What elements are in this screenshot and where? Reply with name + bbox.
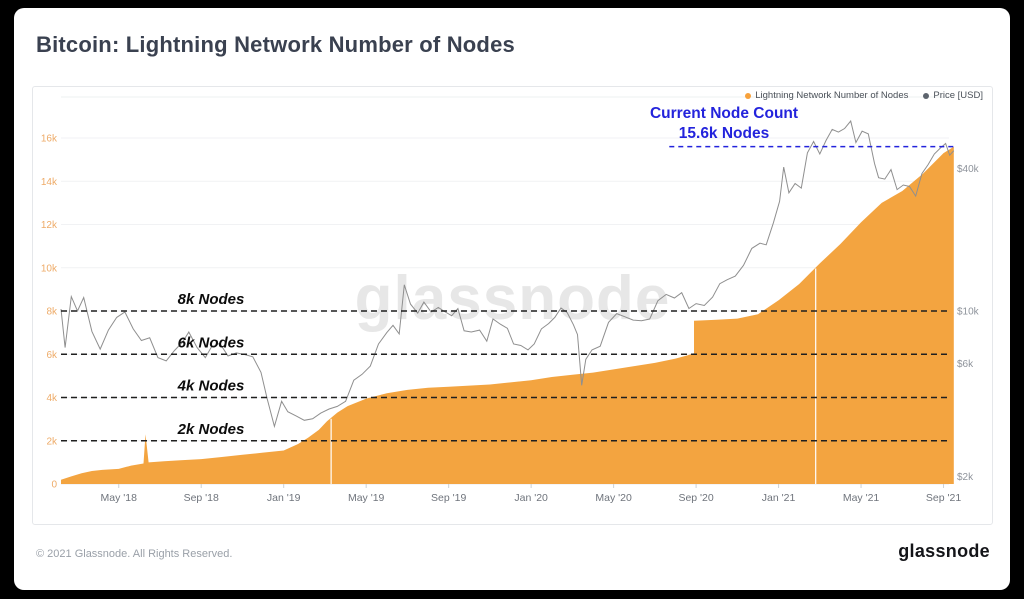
- svg-text:May '20: May '20: [595, 492, 632, 504]
- svg-text:12k: 12k: [41, 220, 58, 231]
- svg-text:2k: 2k: [46, 436, 58, 447]
- nodes-area-series: [61, 146, 954, 484]
- svg-text:Sep '19: Sep '19: [431, 492, 466, 504]
- annotation-line2: 15.6k Nodes: [678, 125, 770, 142]
- chart-card: Bitcoin: Lightning Network Number of Nod…: [14, 8, 1010, 590]
- svg-text:$6k: $6k: [957, 359, 974, 370]
- chart-panel: Lightning Network Number of Nodes Price …: [32, 86, 993, 525]
- y-axis-left: 0 2k 4k 6k 8k 10k 12k 14k 16k: [41, 134, 58, 491]
- glassnode-watermark: glassnode: [354, 264, 671, 333]
- svg-text:Sep '18: Sep '18: [184, 492, 219, 504]
- y-axis-right: $2k $6k $10k $40k: [957, 164, 980, 483]
- svg-text:May '19: May '19: [348, 492, 385, 504]
- x-axis: May '18 Sep '18 Jan '19 May '19 Sep '19 Jan '…: [101, 484, 961, 504]
- svg-text:$2k: $2k: [957, 472, 974, 483]
- svg-text:Jan '20: Jan '20: [514, 492, 548, 504]
- legend-item-nodes[interactable]: Lightning Network Number of Nodes: [745, 90, 908, 101]
- svg-text:6k: 6k: [46, 350, 58, 361]
- copyright-text: © 2021 Glassnode. All Rights Reserved.: [36, 548, 233, 560]
- svg-text:14k: 14k: [41, 177, 58, 188]
- price-line-series: [60, 119, 955, 429]
- svg-text:4k: 4k: [46, 393, 58, 404]
- legend-item-price[interactable]: Price [USD]: [923, 90, 983, 101]
- legend-label-nodes: Lightning Network Number of Nodes: [755, 90, 909, 101]
- glassnode-logo: glassnode: [898, 541, 990, 561]
- node-guides: 8k Nodes 6k Nodes 4k Nodes 2k Nodes: [61, 291, 949, 442]
- current-node-count-annotation: Current Node Count 15.6k Nodes: [586, 104, 862, 144]
- svg-text:0: 0: [51, 480, 57, 491]
- svg-text:Sep '20: Sep '20: [678, 492, 713, 504]
- svg-text:4k Nodes: 4k Nodes: [177, 378, 245, 395]
- svg-text:2k Nodes: 2k Nodes: [177, 421, 245, 438]
- svg-text:May '21: May '21: [843, 492, 880, 504]
- svg-text:6k Nodes: 6k Nodes: [178, 334, 245, 351]
- price-series-dot-icon: [923, 92, 930, 99]
- svg-text:May '18: May '18: [101, 492, 138, 504]
- page-title: Bitcoin: Lightning Network Number of Nod…: [36, 32, 515, 57]
- chart-legend: Lightning Network Number of Nodes Price …: [745, 90, 983, 101]
- legend-label-price: Price [USD]: [933, 90, 983, 101]
- svg-text:8k Nodes: 8k Nodes: [178, 291, 245, 308]
- svg-text:Jan '19: Jan '19: [267, 492, 301, 504]
- data-gap-lines: [330, 268, 817, 484]
- svg-text:16k: 16k: [41, 134, 58, 145]
- svg-text:Jan '21: Jan '21: [762, 492, 796, 504]
- svg-text:$40k: $40k: [957, 164, 980, 175]
- nodes-series-dot-icon: [745, 92, 752, 99]
- svg-text:10k: 10k: [41, 263, 58, 274]
- annotation-line1: Current Node Count: [649, 105, 799, 122]
- svg-text:$10k: $10k: [957, 307, 980, 318]
- svg-text:8k: 8k: [46, 307, 58, 318]
- svg-text:Sep '21: Sep '21: [926, 492, 961, 504]
